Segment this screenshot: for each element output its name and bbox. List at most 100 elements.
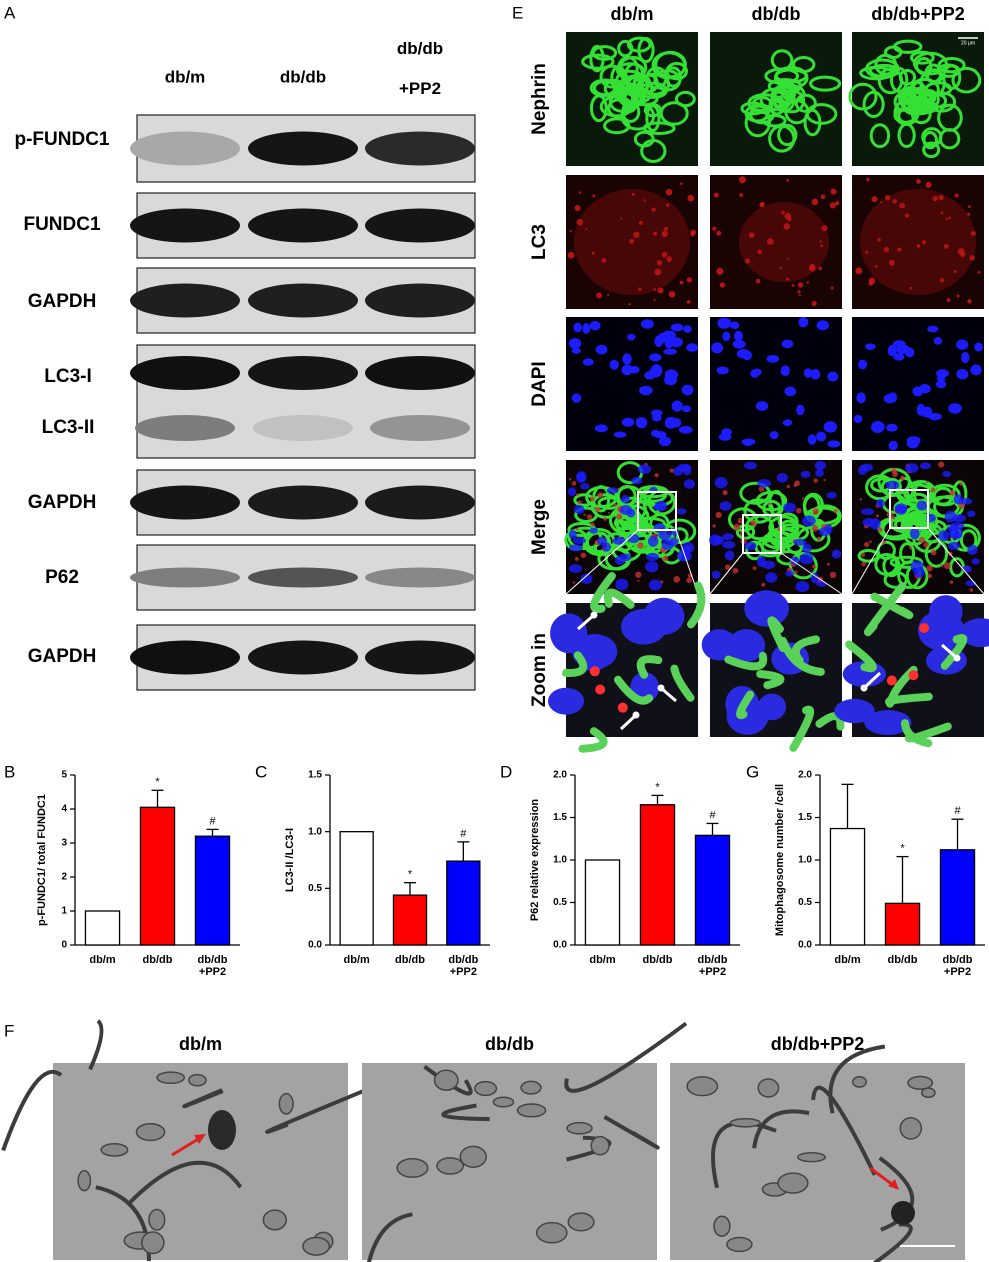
lc3-signal (813, 478, 818, 483)
em-mitochondrion (686, 1076, 719, 1097)
lc3-signal (686, 299, 691, 304)
fluor-group-label: db/db+PP2 (871, 4, 965, 24)
y-tick-label: 5 (61, 770, 67, 781)
lc3-signal (603, 517, 607, 521)
arrow-head (860, 684, 868, 692)
lc3-signal (767, 238, 774, 245)
dapi-nucleus (743, 461, 757, 470)
dapi-nucleus (649, 353, 662, 362)
lc3-signal (930, 549, 937, 556)
lc3-signal (661, 230, 668, 238)
lc3-signal (960, 251, 966, 257)
lc3-signal (786, 179, 790, 182)
lc3-signal (945, 218, 948, 221)
blot-band (130, 567, 240, 588)
y-tick-label: 0.5 (553, 897, 567, 908)
dapi-nucleus (823, 421, 837, 433)
zoom-lc3 (919, 622, 930, 633)
em-mitochondrion (459, 1145, 487, 1168)
lc3-signal (940, 211, 944, 215)
em-mitochondrion (907, 1075, 934, 1090)
lc3-signal (899, 202, 906, 209)
lc3-signal (926, 565, 933, 572)
panel-label: G (746, 762, 759, 781)
blot-row-label: LC3-I (44, 366, 92, 387)
dapi-nucleus (827, 371, 839, 382)
zoom-box (742, 514, 782, 554)
zoom-line (709, 552, 744, 595)
dapi-nucleus (802, 543, 812, 554)
nephrin-signal (921, 127, 943, 147)
lc3-signal (818, 266, 823, 271)
lc3-signal (665, 188, 673, 196)
em-mitochondrion (492, 1096, 515, 1108)
lc3-signal (786, 258, 789, 261)
dapi-nucleus (919, 462, 932, 470)
zoom-membrane (756, 670, 785, 690)
lc3-signal (673, 576, 681, 583)
lc3-signal (940, 564, 944, 568)
em-mitochondrion (567, 1212, 595, 1232)
lc3-signal (577, 500, 582, 505)
lc3-signal (883, 246, 890, 253)
lc3-signal (665, 203, 670, 207)
dapi-nucleus (933, 337, 943, 345)
nephrin-signal (915, 57, 933, 76)
y-tick-label: 0.5 (308, 883, 322, 894)
nephrin-signal (621, 86, 643, 109)
lc3-signal (571, 481, 577, 486)
lc3-signal (798, 294, 801, 297)
dapi-nucleus (927, 325, 939, 333)
dapi-nucleus (714, 476, 728, 489)
em-mitochondrion (797, 1151, 827, 1163)
panel-label: E (512, 3, 523, 22)
lc3-signal (768, 502, 771, 506)
dapi-nucleus (639, 385, 653, 396)
lc3-signal (864, 541, 870, 548)
lc3-signal (760, 202, 765, 206)
dapi-nucleus (796, 404, 805, 416)
lc3-signal (909, 286, 913, 290)
lc3-signal (820, 194, 826, 200)
dapi-nucleus (671, 400, 683, 412)
nephrin-signal (645, 66, 668, 90)
dapi-nucleus (627, 534, 640, 544)
nephrin-signal (869, 123, 891, 149)
zoom-nucleus (744, 590, 790, 627)
dapi-nucleus (653, 523, 666, 534)
significance-marker: # (709, 809, 716, 821)
lc3-signal (797, 282, 804, 288)
dapi-nucleus (673, 466, 683, 476)
lc3-signal (722, 489, 728, 496)
em-membrane (88, 1019, 104, 1071)
dapi-nucleus (582, 358, 594, 366)
dapi-nucleus (942, 470, 952, 478)
lc3-signal (816, 536, 822, 541)
blot-band (248, 208, 358, 243)
zoom-nucleus (726, 697, 769, 735)
bar (84, 910, 121, 946)
zoom-line (565, 529, 639, 595)
zoom-membrane (670, 664, 695, 702)
nephrin-signal (774, 68, 808, 84)
nephrin-signal (881, 518, 910, 541)
lc3-signal (669, 468, 674, 473)
em-membrane (126, 1160, 243, 1206)
blot-row-label: GAPDH (28, 646, 97, 667)
lc3-signal (930, 487, 936, 493)
arrow (577, 613, 595, 631)
dapi-nucleus (678, 426, 693, 434)
lc3-signal (629, 238, 635, 244)
dapi-nucleus (606, 487, 619, 494)
zoom-line (851, 527, 891, 595)
dapi-nucleus (858, 359, 868, 370)
lc3-signal (576, 218, 584, 226)
zoom-line (780, 552, 843, 595)
blot-band (370, 415, 470, 441)
x-tick-label: db/db (395, 954, 425, 966)
em-arrow-head (194, 1134, 206, 1144)
significance-marker: * (900, 843, 905, 855)
lc3-signal (715, 511, 722, 518)
lc3-signal (656, 260, 663, 266)
dapi-nucleus (681, 542, 695, 554)
